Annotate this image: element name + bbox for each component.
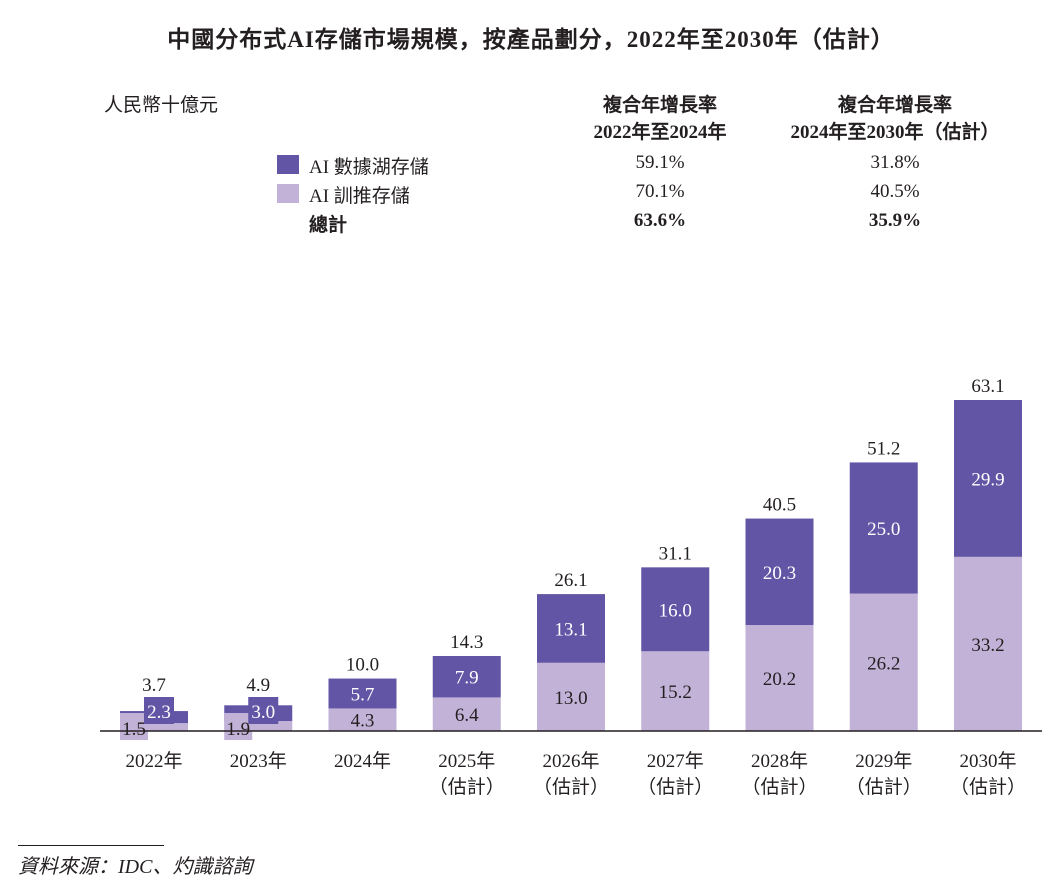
cagr-total-1: 63.6% — [633, 210, 687, 231]
legend-swatch-datalake — [277, 155, 299, 174]
chart-title: 中國分布式AI存儲市場規模，按產品劃分，2022年至2030年（估計） — [167, 27, 895, 52]
total-label: 26.1 — [554, 570, 587, 591]
data-label-training: 4.3 — [351, 711, 375, 732]
data-label-training: 15.2 — [659, 682, 692, 703]
data-label-datalake: 5.7 — [351, 684, 375, 705]
x-tick-label: 2028年 — [751, 750, 808, 772]
cagr-header-1-line2: 2022年至2024年 — [593, 122, 727, 143]
data-label-datalake: 3.0 — [251, 702, 275, 723]
data-label-training: 1.9 — [226, 719, 250, 740]
bar-segment-datalake — [641, 567, 710, 652]
bar-segment-datalake — [849, 462, 918, 594]
cagr-header-2: 複合年增長率 2024年至2030年（估計） — [760, 90, 1030, 144]
x-tick-label: 2024年 — [334, 750, 391, 772]
x-tick-label: 2030年 — [959, 750, 1016, 772]
bar-segment-training — [328, 708, 397, 731]
data-label-training: 20.2 — [763, 669, 796, 690]
x-tick-label: 2023年 — [230, 750, 287, 772]
data-label-training: 6.4 — [455, 705, 479, 726]
cagr-header-2-line1: 複合年增長率 — [837, 95, 952, 116]
bar-segment-training — [849, 593, 918, 731]
data-label-datalake: 25.0 — [867, 519, 900, 540]
bar-segment-training — [224, 721, 293, 731]
total-label: 14.3 — [450, 632, 483, 653]
x-tick-label: 2029年 — [855, 750, 912, 772]
total-label: 10.0 — [346, 655, 379, 676]
cagr-training-2: 40.5% — [870, 181, 920, 202]
bar-segment-training — [537, 662, 605, 731]
data-label-datalake: 16.0 — [659, 600, 692, 621]
x-tick-label: 2025年 — [438, 750, 495, 772]
data-label-datalake: 2.3 — [147, 702, 171, 723]
total-label: 51.2 — [867, 438, 900, 459]
cagr-header-1: 複合年增長率 2022年至2024年 — [560, 90, 760, 144]
bar-segment-training — [745, 625, 814, 731]
x-tick-label: （估計） — [741, 776, 817, 798]
legend-swatch-training — [277, 184, 299, 203]
cagr-datalake-1: 59.1% — [635, 152, 685, 173]
x-tick-label: （估計） — [429, 776, 505, 798]
cagr-datalake-2: 31.8% — [870, 152, 920, 173]
x-tick-label: 2027年 — [647, 750, 704, 772]
data-label-datalake: 13.1 — [554, 619, 587, 640]
data-label-training: 13.0 — [554, 688, 587, 709]
total-label: 63.1 — [971, 376, 1004, 397]
x-tick-label: （估計） — [637, 776, 713, 798]
cagr-training-1: 70.1% — [635, 181, 685, 202]
data-label-training: 26.2 — [867, 653, 900, 674]
unit-label: 人民幣十億元 — [104, 95, 219, 116]
x-tick-label: （估計） — [533, 776, 609, 798]
total-label: 總計 — [309, 215, 348, 236]
data-label-datalake: 7.9 — [455, 668, 479, 689]
cagr-total-2: 35.9% — [868, 210, 922, 231]
data-label-training: 1.5 — [122, 719, 146, 740]
legend-label-datalake: AI 數據湖存儲 — [309, 157, 429, 178]
label-bg-datalake — [248, 697, 279, 724]
data-label-datalake: 20.3 — [763, 563, 796, 584]
bar-segment-training — [432, 697, 501, 731]
cagr-header-1-line1: 複合年增長率 — [602, 95, 717, 116]
bar-segment-training — [641, 651, 710, 731]
total-label: 4.9 — [246, 675, 270, 696]
bar-segment-datalake — [537, 594, 605, 663]
bar-segment-datalake — [954, 400, 1022, 557]
x-tick-label: 2022年 — [125, 750, 182, 772]
x-tick-label: （估計） — [950, 776, 1026, 798]
legend-label-training: AI 訓推存儲 — [309, 186, 410, 207]
source-note: 資料來源：IDC、灼識諮詢 — [18, 856, 253, 878]
bar-segment-datalake — [745, 518, 814, 626]
data-label-training: 33.2 — [971, 635, 1004, 656]
bar-segment-training — [954, 556, 1022, 731]
label-bg-training — [120, 713, 148, 740]
total-label: 3.7 — [142, 675, 166, 696]
bar-segment-datalake — [432, 655, 501, 698]
x-tick-label: 2026年 — [542, 750, 599, 772]
bar-segment-datalake — [328, 678, 397, 709]
x-tick-label: （估計） — [846, 776, 922, 798]
source-divider — [18, 845, 164, 846]
data-label-datalake: 29.9 — [971, 469, 1004, 490]
label-bg-training — [224, 713, 253, 740]
total-label: 31.1 — [659, 543, 692, 564]
total-label: 40.5 — [763, 495, 796, 516]
bar-segment-training — [120, 723, 188, 731]
cagr-header-2-line2: 2024年至2030年（估計） — [790, 122, 1000, 143]
label-bg-datalake — [144, 697, 174, 724]
